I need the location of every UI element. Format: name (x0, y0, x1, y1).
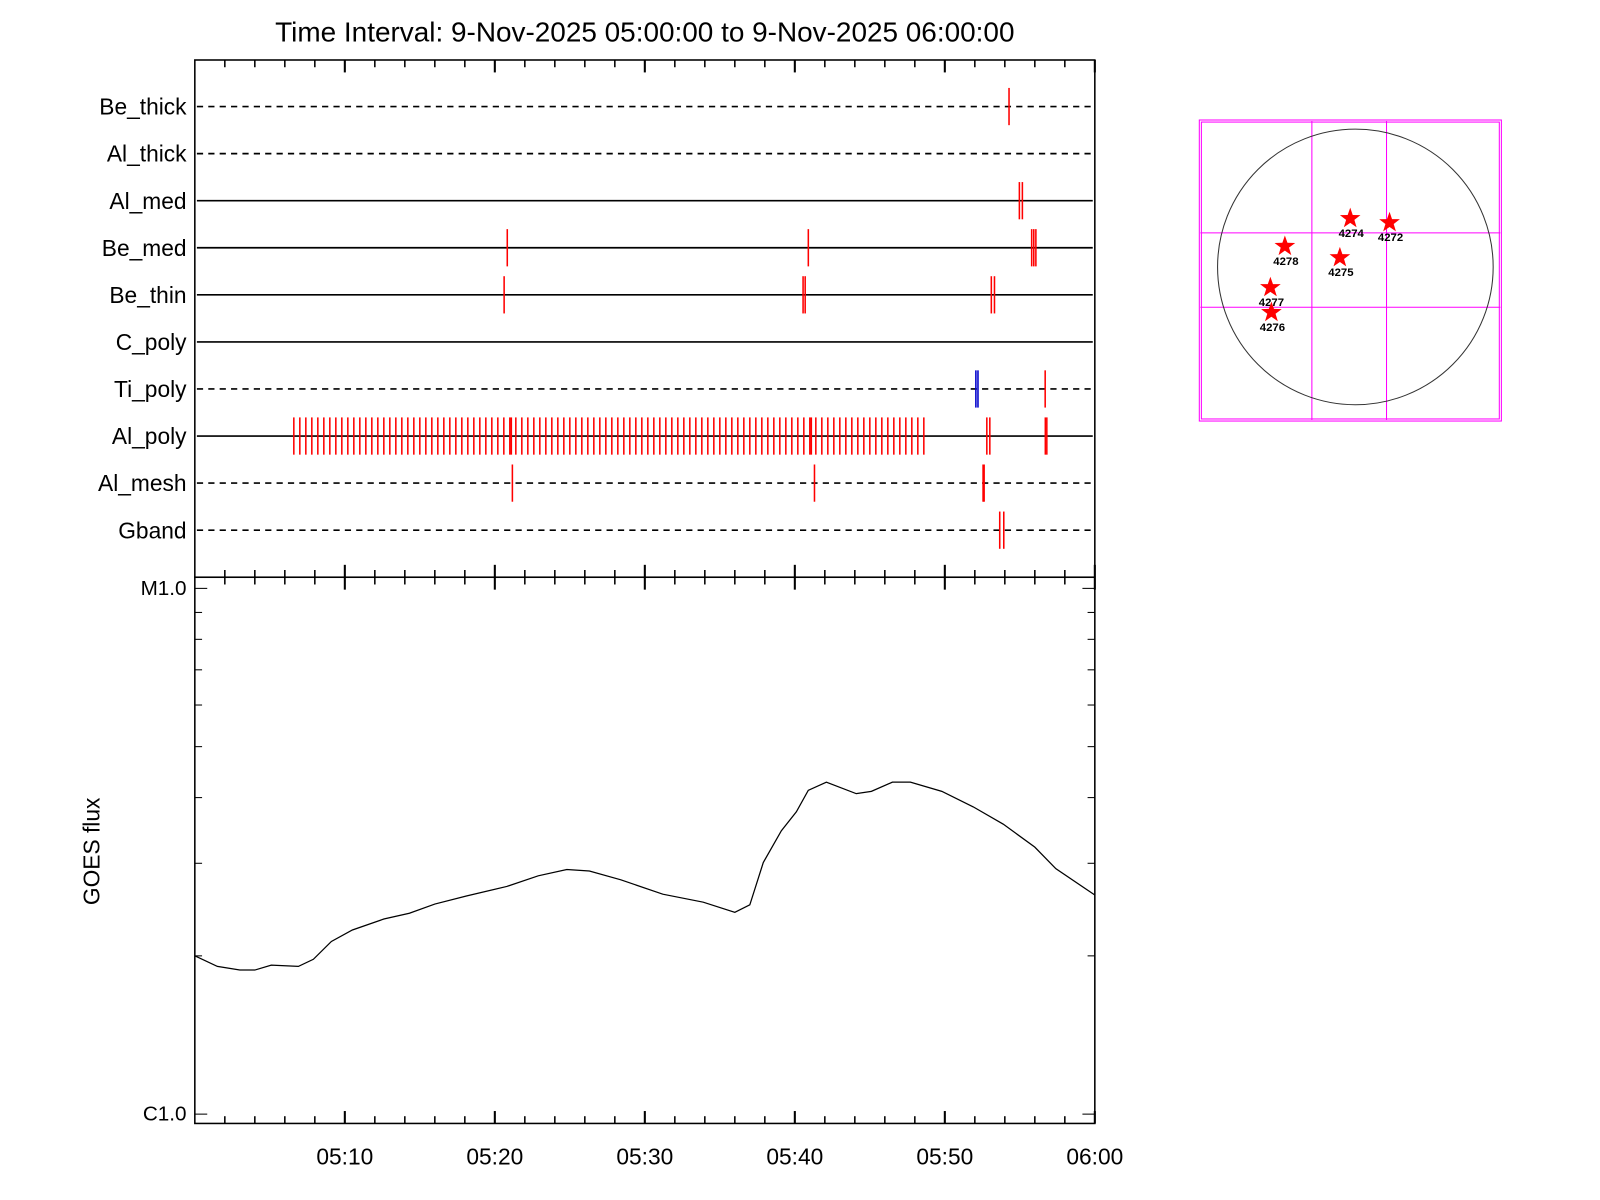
y-tick-label: C1.0 (143, 1103, 187, 1126)
row-label: Al_thick (107, 141, 187, 167)
row-label: C_poly (116, 329, 187, 355)
x-tick-label: 05:40 (766, 1144, 823, 1170)
region-label: 4276 (1260, 322, 1285, 334)
x-tick-label: 06:00 (1066, 1144, 1123, 1170)
row-label: Gband (118, 517, 186, 543)
row-label: Be_thin (109, 282, 186, 308)
x-tick-label: 05:20 (466, 1144, 523, 1170)
x-tick-label: 05:10 (316, 1144, 373, 1170)
region-label: 4274 (1339, 228, 1365, 240)
region-marker (1274, 235, 1296, 256)
region-marker (1261, 301, 1282, 322)
region-marker (1329, 246, 1351, 267)
region-marker (1260, 276, 1281, 297)
y-axis-title: GOES flux (78, 797, 104, 905)
row-label: Al_mesh (98, 470, 187, 496)
row-label: Ti_poly (114, 376, 187, 402)
timeline-frame (194, 59, 1096, 579)
x-tick-label: 05:50 (916, 1144, 973, 1170)
map-frame (1200, 121, 1500, 420)
row-label: Al_poly (112, 423, 187, 449)
region-marker (1339, 207, 1361, 228)
region-label: 4272 (1378, 232, 1403, 244)
row-label: Be_thick (99, 94, 187, 120)
chart-title: Time Interval: 9-Nov-2025 05:00:00 to 9-… (275, 17, 1014, 48)
solar-limb (1217, 128, 1494, 406)
row-label: Al_med (109, 188, 186, 214)
row-label: Be_med (102, 235, 187, 261)
region-label: 4275 (1328, 267, 1353, 279)
region-label: 4278 (1273, 256, 1298, 268)
x-tick-label: 05:30 (616, 1144, 673, 1170)
flux-frame (194, 576, 1096, 1125)
y-tick-label: M1.0 (141, 577, 187, 600)
map-frame (1198, 119, 1502, 422)
region-marker (1379, 211, 1400, 232)
flux-line (194, 781, 1096, 971)
